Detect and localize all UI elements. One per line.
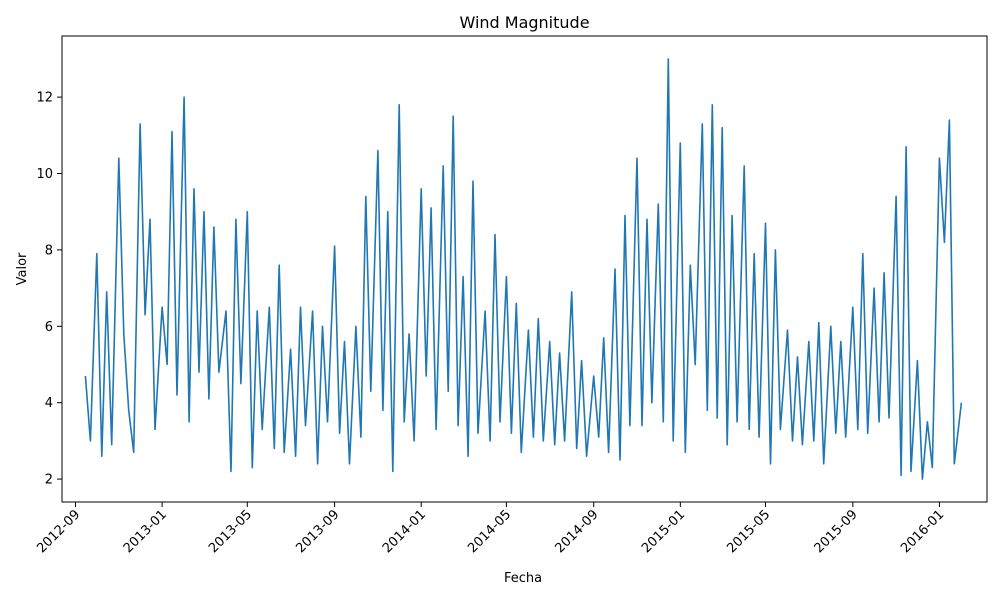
- y-axis-title: Valor: [15, 252, 30, 285]
- y-tick-label: 2: [45, 473, 53, 488]
- x-axis-ticks: 2012-09 2013-01 2013-05 2013-09 2014-01 2014-…: [34, 502, 947, 556]
- y-tick-label: 10: [36, 167, 53, 182]
- x-tick-label: 2014-01: [380, 507, 429, 556]
- y-axis-ticks: 2 4 6 8 10 12: [36, 91, 62, 488]
- plot-area: [62, 36, 987, 502]
- x-tick-label: 2015-09: [812, 507, 861, 556]
- x-tick-label: 2015-01: [639, 507, 688, 556]
- x-tick-label: 2013-05: [206, 507, 255, 556]
- series-layer: [84, 58, 963, 480]
- series-line-0: [84, 58, 963, 480]
- x-axis-title: Fecha: [504, 571, 542, 586]
- x-tick-label: 2013-09: [293, 507, 342, 556]
- x-tick-label: 2014-09: [553, 507, 602, 556]
- y-tick-label: 8: [45, 243, 53, 258]
- x-tick-label: 2016-01: [898, 507, 947, 556]
- y-tick-label: 12: [36, 91, 53, 106]
- x-tick-label: 2015-05: [724, 507, 773, 556]
- plot-frame: [61, 35, 988, 503]
- chart-title: Wind Magnitude: [459, 13, 589, 32]
- y-tick-label: 4: [45, 396, 53, 411]
- y-tick-label: 6: [45, 320, 53, 335]
- x-tick-label: 2012-09: [34, 507, 83, 556]
- x-tick-label: 2013-01: [121, 507, 170, 556]
- x-tick-label: 2014-05: [465, 507, 514, 556]
